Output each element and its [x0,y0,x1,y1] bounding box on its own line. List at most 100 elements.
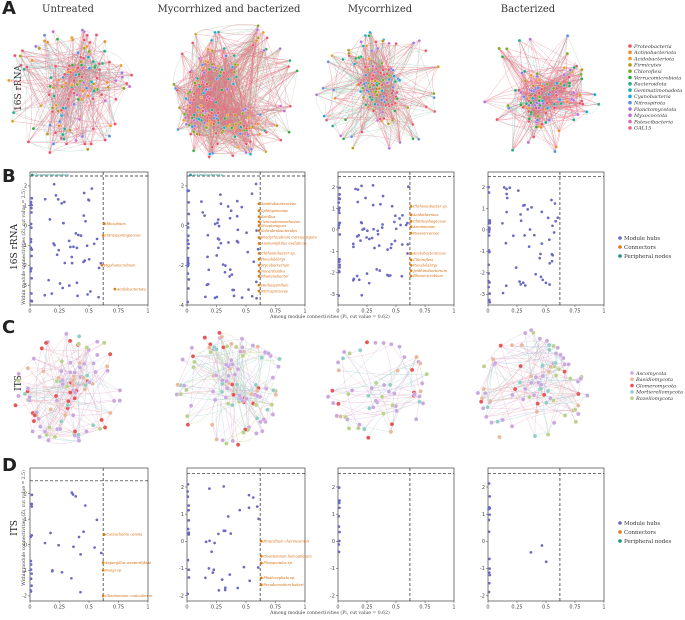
network-node [224,441,229,446]
network-edge [569,83,587,113]
network-edge [53,125,111,145]
network-node [234,382,240,387]
network-edge [242,347,280,360]
network-node [381,39,385,43]
network-edge [29,333,67,398]
network-node [571,90,576,95]
network-node [237,393,242,398]
network-node [517,38,522,43]
network-node [201,113,205,118]
network-node [554,93,559,98]
network-node [522,69,527,74]
network-edge [547,364,569,435]
network-node [45,132,50,136]
network-node [559,81,563,86]
network-edge [79,81,83,137]
network-edge [222,50,265,133]
network-node [68,370,73,375]
network-node [341,57,345,62]
network-edge [93,61,122,66]
network-node [522,386,528,392]
network-edges [327,342,427,438]
network-node [578,93,582,98]
network-node [188,101,192,105]
network-node [238,121,243,125]
network-node [261,417,267,422]
network-node [77,117,82,122]
network-node [76,65,80,70]
network-edge [484,93,540,103]
network-edge [486,393,579,417]
network-node [216,118,220,122]
network-edge [577,104,599,115]
network-edge [571,69,583,100]
network-node [390,118,395,122]
network-edge [492,358,547,403]
network-node [107,134,112,138]
network-edge [537,94,595,104]
network-edge [24,52,79,70]
network-edges [176,332,280,445]
network-edge [33,89,85,129]
network-panel-a [7,24,601,159]
network-node [87,66,92,71]
network-edge [502,56,527,104]
network-node [541,392,547,398]
network-edge [32,51,90,62]
network-node [207,96,212,101]
network-edge [53,87,94,92]
network-node [57,124,61,128]
network-node [547,347,552,353]
network-node [393,101,397,105]
network-node [332,88,336,92]
network-edge [86,35,123,74]
network-edge [20,55,50,95]
network-node [195,132,199,136]
network-edge [191,347,239,370]
network-node [188,90,192,94]
network-node [72,429,78,434]
network-nodes [174,330,282,447]
network-edge [397,98,414,139]
network-node [336,401,341,407]
network-node [381,78,385,82]
network-node [89,142,93,146]
network-edge [210,124,260,135]
network-node [216,30,221,34]
network-node [230,362,235,367]
network-edge [43,342,105,372]
network-node [370,77,374,81]
network-edge [44,363,80,432]
network-node [61,75,65,80]
network-node [185,422,191,427]
network-node [386,389,392,394]
network-node [202,335,208,340]
network-node [387,41,391,46]
network-node [524,101,529,106]
network-edge [61,57,89,111]
network-node [25,386,31,391]
network-node [535,114,540,118]
network-edge [22,50,83,137]
network-edge [500,345,557,354]
network-edge [92,354,111,384]
network-edge [65,87,109,109]
network-edge [97,74,132,90]
network-node [244,126,249,131]
network-node [214,347,219,352]
network-node [230,65,235,69]
network-node [229,341,234,347]
network-edge [26,66,123,74]
network-edge [537,75,587,113]
network-node [217,330,222,336]
network-edge [104,51,132,76]
network-edge [537,403,549,435]
network-edge [44,40,53,112]
panel-letter-c: C [2,317,15,338]
network-edge [192,346,258,357]
network-edge [290,70,298,107]
network-node [173,86,178,91]
network-node [61,132,65,137]
network-node [47,93,51,97]
network-edge [35,46,103,64]
